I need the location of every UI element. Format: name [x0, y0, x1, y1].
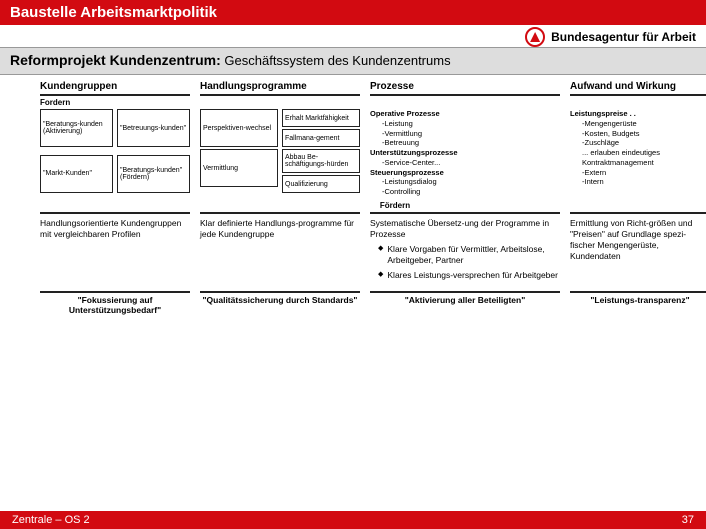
aw-head: Leistungspreise . .	[570, 109, 706, 119]
kundengruppen-grid: "Beratungs-kunden (Aktivierung) "Betreuu…	[40, 109, 190, 197]
quote-cell: "Qualitätssicherung durch Standards"	[200, 291, 360, 315]
proc-item: -Leistung	[370, 119, 560, 129]
bullet-icon: ◆	[378, 270, 383, 281]
footer-left: Zentrale – OS 2	[12, 514, 90, 526]
aw-item: -Intern	[570, 177, 706, 187]
handlungsprogramme-grid: Perspektiven-wechsel Vermittlung Erhalt …	[200, 109, 360, 197]
kg-cell: "Betreuungs-kunden"	[117, 109, 190, 147]
hp-cell: Perspektiven-wechsel	[200, 109, 278, 147]
footer-right: 37	[682, 514, 694, 526]
label-fordern: Fordern	[40, 98, 682, 107]
quote-cell: "Leistungs-transparenz"	[570, 291, 706, 315]
logo-row: Bundesagentur für Arbeit	[0, 25, 706, 47]
hp-cell: Fallmana-gement	[282, 129, 360, 147]
subtitle-rest: Geschäftssystem des Kundenzentrums	[221, 53, 451, 68]
col-head-1: Kundengruppen	[40, 81, 190, 96]
footer-bar: Zentrale – OS 2 37	[0, 511, 706, 529]
proc-item: -Controlling	[370, 187, 560, 197]
main-content: Kundengruppen Handlungsprogramme Prozess…	[0, 75, 706, 315]
hp-cell: Erhalt Marktfähigkeit	[282, 109, 360, 127]
proc-head: Steuerungsprozesse	[370, 168, 560, 178]
col-head-4: Aufwand und Wirkung	[570, 81, 706, 96]
aw-item: -Mengengerüste	[570, 119, 706, 129]
row-descriptions: Handlungsorientierte Kundengruppen mit v…	[40, 212, 682, 281]
aw-item: -Kosten, Budgets	[570, 129, 706, 139]
col-head-3: Prozesse	[370, 81, 560, 96]
hp-cell: Vermittlung	[200, 149, 278, 187]
header-bar: Baustelle Arbeitsmarktpolitik	[0, 0, 706, 25]
prozesse-list: Operative Prozesse -Leistung -Vermittlun…	[370, 109, 560, 197]
proc-item: -Service-Center...	[370, 158, 560, 168]
aw-item: -Extern	[570, 168, 706, 178]
hp-cell: Qualifizierung	[282, 175, 360, 193]
bullet-text: Klares Leistungs-versprechen für Arbeitg…	[387, 270, 558, 281]
aw-item: -Zuschläge	[570, 138, 706, 148]
proc-item: -Vermittlung	[370, 129, 560, 139]
aw-item: ... erlauben eindeutiges Kontraktmanagem…	[570, 148, 706, 168]
quote-cell: "Aktivierung aller Beteiligten"	[370, 291, 560, 315]
desc-cell: Ermittlung von Richt-größen und "Preisen…	[570, 218, 706, 262]
quote-cell: "Fokussierung auf Unterstützungsbedarf"	[40, 291, 190, 315]
proc-item: -Betreuung	[370, 138, 560, 148]
desc-text: Systematische Übersetz-ung der Programme…	[370, 218, 549, 239]
subtitle-bar: Reformprojekt Kundenzentrum: Geschäftssy…	[0, 47, 706, 75]
proc-item: -Leistungsdialog	[370, 177, 560, 187]
kg-cell: "Beratungs-kunden (Aktivierung)	[40, 109, 113, 147]
ba-logo-icon	[525, 27, 545, 47]
aufwand-list: Leistungspreise . . -Mengengerüste -Kost…	[570, 109, 706, 197]
proc-head: Unterstützungsprozesse	[370, 148, 560, 158]
logo: Bundesagentur für Arbeit	[525, 27, 696, 47]
row-boxes: "Beratungs-kunden (Aktivierung) "Betreuu…	[40, 109, 682, 197]
proc-head: Operative Prozesse	[370, 109, 560, 119]
kg-cell: "Beratungs-kunden" (Fördern)	[117, 155, 190, 193]
desc-cell: Handlungsorientierte Kundengruppen mit v…	[40, 218, 190, 240]
desc-cell: Klar definierte Handlungs-programme für …	[200, 218, 360, 240]
desc-cell: Systematische Übersetz-ung der Programme…	[370, 218, 560, 281]
col-head-2: Handlungsprogramme	[200, 81, 360, 96]
kg-cell: "Markt-Kunden"	[40, 155, 113, 193]
logo-text: Bundesagentur für Arbeit	[551, 30, 696, 44]
bullet-icon: ◆	[378, 244, 383, 266]
bullet-text: Klare Vorgaben für Vermittler, Arbeitslo…	[387, 244, 560, 266]
row-quotes: "Fokussierung auf Unterstützungsbedarf" …	[40, 291, 682, 315]
subtitle-bold: Reformprojekt Kundenzentrum:	[10, 52, 221, 68]
header-title: Baustelle Arbeitsmarktpolitik	[10, 4, 217, 21]
column-headers: Kundengruppen Handlungsprogramme Prozess…	[40, 81, 682, 96]
label-foerdern: Fördern	[108, 201, 682, 210]
hp-cell: Abbau Be-schäftigungs-hürden	[282, 149, 360, 173]
